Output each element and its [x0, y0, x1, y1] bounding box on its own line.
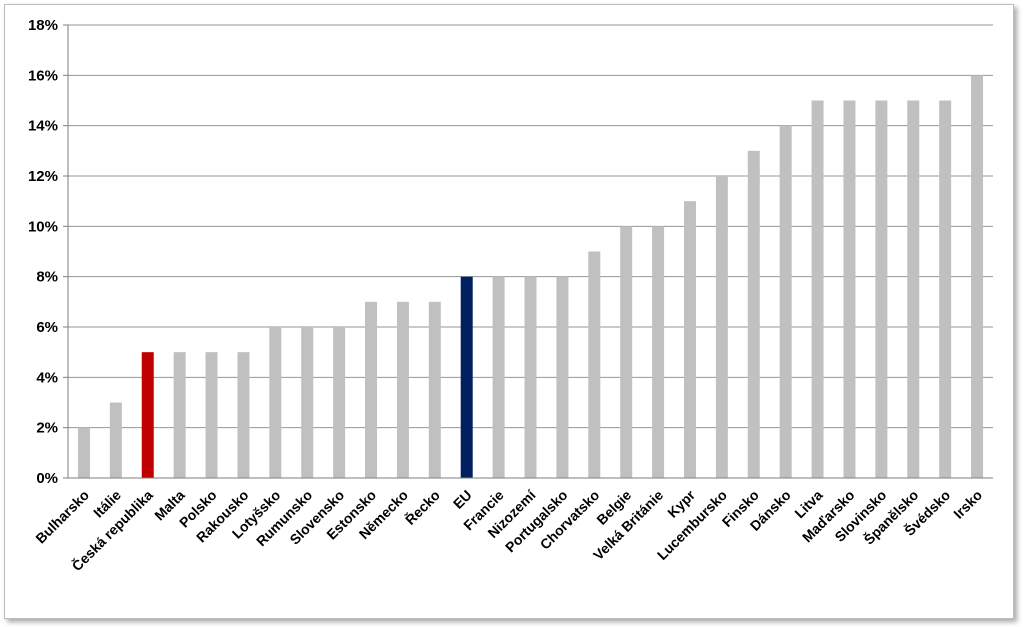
y-tick-label: 16%	[28, 67, 58, 84]
bar	[875, 100, 888, 478]
bar	[173, 352, 186, 478]
bar	[77, 427, 90, 478]
y-tick-label: 8%	[36, 269, 58, 286]
y-tick-label: 4%	[36, 369, 58, 386]
bar	[620, 226, 633, 478]
bar	[396, 301, 409, 478]
bar	[524, 276, 537, 478]
bar	[652, 226, 665, 478]
y-tick-label: 14%	[28, 118, 58, 135]
bar-chart: 0% 2% 4% 6% 8% 10% 12% 14% 16% 18% BulharskoItáli…	[28, 17, 993, 574]
bar	[269, 327, 282, 478]
x-category-label: Irsko	[950, 487, 985, 522]
bar	[333, 327, 346, 478]
bar	[971, 75, 984, 478]
chart-frame: 0% 2% 4% 6% 8% 10% 12% 14% 16% 18% Bulharsko Itáli…	[4, 4, 1014, 619]
bar	[779, 125, 792, 479]
bar	[109, 402, 122, 478]
bar	[237, 352, 250, 478]
y-tick-label: 6%	[36, 319, 58, 336]
bar	[141, 352, 154, 478]
bar	[939, 100, 952, 478]
x-category-label: Řecko	[401, 486, 443, 528]
bar	[301, 327, 314, 478]
y-tick-label: 12%	[28, 168, 58, 185]
bar	[715, 176, 728, 478]
x-category-label: EU	[450, 487, 475, 512]
bar	[492, 276, 505, 478]
bar	[556, 276, 569, 478]
y-tick-label: 2%	[36, 420, 58, 437]
bar	[460, 276, 473, 478]
bar	[907, 100, 920, 478]
bar	[811, 100, 824, 478]
y-axis-tick-labels: 0% 2% 4% 6% 8% 10% 12% 14% 16% 18%	[28, 17, 58, 487]
bar	[843, 100, 856, 478]
y-tick-label: 10%	[28, 218, 58, 235]
y-tick-label: 18%	[28, 17, 58, 34]
bar	[588, 251, 601, 478]
bar	[683, 201, 696, 478]
bar	[365, 301, 378, 478]
x-category-label: Bulharsko	[32, 487, 92, 547]
axes	[67, 25, 993, 479]
y-tick-label: 0%	[36, 470, 58, 487]
bar	[428, 301, 441, 478]
bars	[77, 75, 984, 479]
bar	[747, 150, 760, 479]
bar	[205, 352, 218, 478]
